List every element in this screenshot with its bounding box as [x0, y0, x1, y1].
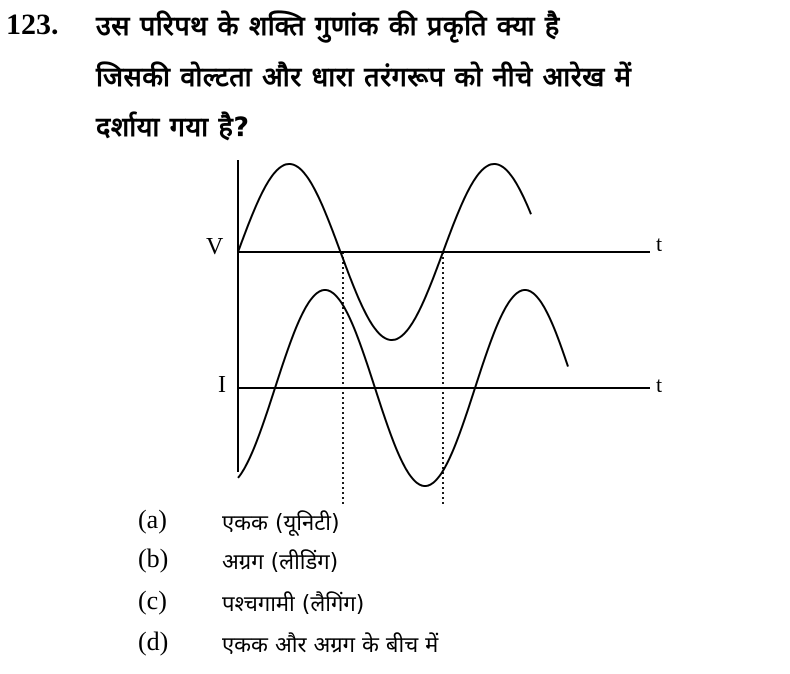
option-b-label: (b) [138, 544, 169, 573]
option-c-text: पश्चगामी (लैगिंग) [222, 592, 365, 617]
option-a-text: एकक (यूनिटी) [222, 511, 340, 536]
option-d-label: (d) [138, 627, 169, 656]
question-line-3: दर्शाया गया है? [96, 112, 250, 143]
voltage-waveform [237, 163, 532, 341]
option-d-text: एकक और अग्रग के बीच में [222, 633, 439, 658]
current-waveform [237, 289, 569, 487]
current-label: I [218, 372, 226, 398]
option-a-label: (a) [138, 505, 167, 534]
question-line-1: उस परिपथ के शक्ति गुणांक की प्रकृति क्या… [96, 11, 560, 42]
question-number: 123. [6, 8, 59, 41]
option-b-text: अग्रग (लीडिंग) [222, 550, 339, 575]
time-label-top: t [656, 231, 662, 256]
time-label-bottom: t [656, 372, 662, 397]
question-line-2: जिसकी वोल्टता और धारा तरंगरूप को नीचे आर… [96, 62, 632, 93]
voltage-label: V [206, 234, 224, 260]
option-c-label: (c) [138, 586, 167, 615]
